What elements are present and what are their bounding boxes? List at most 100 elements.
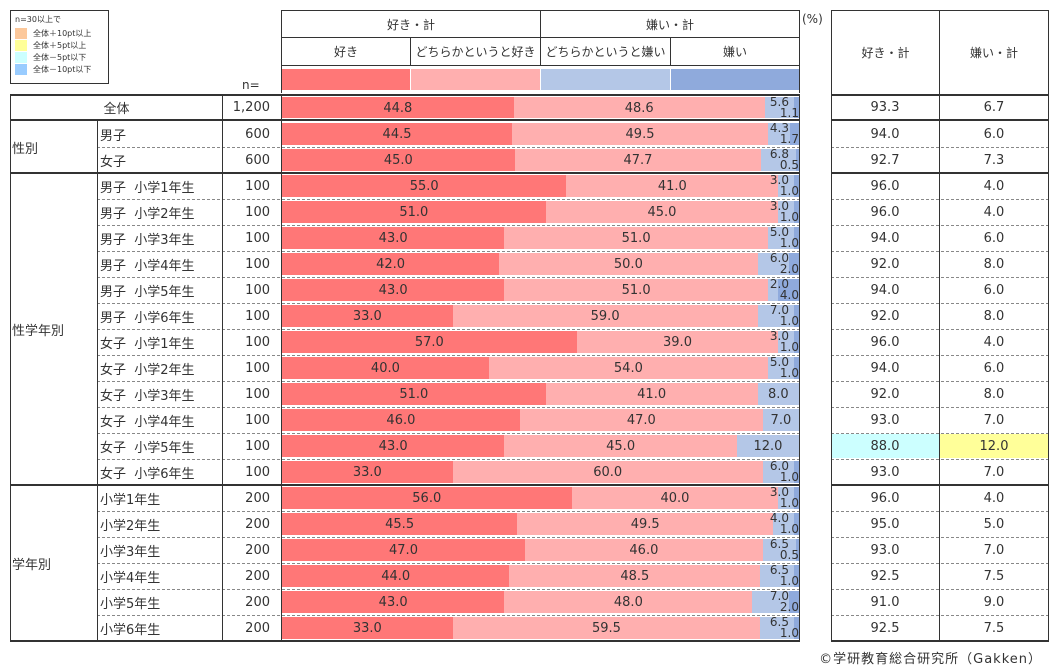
row-label: 小学6年生 — [100, 622, 161, 638]
header-color-key — [281, 66, 800, 93]
value-label-dislike: 1.0 — [779, 366, 799, 380]
row-label: 小学2年生 — [100, 518, 161, 534]
bar-somewhat-like — [504, 591, 753, 613]
group-label: 性学年別 — [12, 323, 65, 339]
bar-dislike — [796, 149, 799, 171]
value-label-somewhat-dislike: 7.0 — [769, 589, 789, 603]
row-label: 男子 小学4年生 — [100, 258, 195, 274]
like-total-value: 92.0 — [870, 386, 900, 402]
row-divider-dashed — [831, 459, 1049, 460]
bar-like — [282, 383, 546, 405]
value-label-dislike: 1.0 — [779, 184, 799, 198]
bar-dislike — [788, 253, 799, 275]
row-divider-dashed — [97, 329, 800, 330]
bar-somewhat-like — [452, 461, 763, 483]
dislike-total-value: 6.0 — [983, 360, 1005, 376]
row-divider — [831, 484, 1049, 486]
row-label: 小学3年生 — [100, 544, 161, 560]
value-label-like: 33.0 — [352, 465, 382, 480]
bar-dislike — [793, 565, 799, 587]
row-label: 男子 小学1年生 — [100, 180, 195, 196]
header-dislike: 嫌い — [670, 37, 800, 66]
row-n: 200 — [245, 542, 270, 558]
row-divider — [831, 640, 1049, 642]
value-label-somewhat-like: 48.5 — [620, 569, 650, 584]
row-divider-dashed — [831, 433, 1049, 434]
value-label-somewhat-dislike: 6.8 — [769, 147, 789, 161]
value-label-somewhat-dislike: 5.0 — [769, 225, 789, 239]
like-total-value: 92.7 — [870, 152, 900, 168]
bar-somewhat-like — [512, 123, 768, 145]
value-label-somewhat-like: 39.0 — [663, 335, 692, 350]
row-divider-dashed — [831, 407, 1049, 408]
row-divider — [831, 172, 1049, 174]
dislike-total-value: 5.0 — [983, 516, 1005, 532]
row-n: 200 — [245, 594, 270, 610]
row-divider-dashed — [97, 147, 800, 148]
row-n: 100 — [245, 256, 270, 272]
bar-dislike — [793, 513, 799, 535]
value-label-somewhat-dislike: 3.0 — [769, 329, 789, 343]
legend-item: 全体－10pt以下 — [15, 63, 108, 75]
like-total-value: 95.0 — [870, 516, 900, 532]
row-divider-dashed — [831, 355, 1049, 356]
like-total-value: 93.3 — [870, 100, 900, 115]
row-divider — [10, 640, 800, 642]
like-total-value: 93.0 — [870, 542, 900, 558]
right-header-dislike-total: 嫌い・計 — [939, 10, 1049, 95]
column-divider — [831, 94, 832, 641]
legend: n=30以上で 全体＋10pt以上 全体＋5pt以上 全体－5pt以下 全体－1… — [10, 10, 109, 84]
row-label: 男子 小学6年生 — [100, 310, 195, 326]
color-key-somewhat-dislike — [541, 69, 670, 90]
value-label-dislike: 1.0 — [779, 496, 799, 510]
legend-swatch — [15, 27, 27, 39]
value-label-somewhat-like: 41.0 — [637, 387, 667, 402]
bar-somewhat-dislike — [757, 305, 794, 327]
value-label-somewhat-like: 59.0 — [590, 309, 620, 324]
dislike-total-value: 4.0 — [983, 490, 1005, 506]
header-somewhat-dislike: どちらかというと嫌い — [540, 37, 671, 66]
credit: ©学研教育総合研究所（Gakken） — [819, 652, 1042, 667]
value-label-somewhat-dislike: 6.5 — [769, 537, 789, 551]
row-divider — [10, 119, 800, 121]
row-label: 女子 小学1年生 — [100, 336, 195, 352]
legend-title: n=30以上で — [15, 15, 61, 24]
bar-dislike — [793, 201, 799, 223]
value-label-dislike: 1.0 — [779, 210, 799, 224]
bar-somewhat-like — [514, 149, 762, 171]
row-divider-dashed — [97, 563, 800, 564]
bar-somewhat-like — [524, 539, 763, 561]
dislike-total-value: 7.5 — [983, 620, 1005, 636]
header-like: 好き — [281, 37, 411, 66]
value-label-somewhat-like: 54.0 — [613, 361, 643, 376]
dislike-total-value: 4.0 — [983, 178, 1005, 194]
legend-label: 全体＋10pt以上 — [33, 28, 92, 38]
bar-somewhat-dislike — [778, 201, 794, 223]
row-n: 100 — [245, 204, 270, 220]
row-n: 100 — [245, 308, 270, 324]
bar-like — [282, 97, 514, 118]
value-label-dislike: 1.0 — [779, 626, 799, 640]
bar-somewhat-like — [545, 383, 758, 405]
row-n: 100 — [245, 178, 270, 194]
bar-somewhat-like — [504, 227, 768, 249]
bar-like — [282, 123, 513, 145]
bar-somewhat-like — [571, 487, 779, 509]
row-divider-dashed — [97, 459, 800, 460]
row-divider-dashed — [97, 615, 800, 616]
bar-somewhat-dislike — [752, 591, 789, 613]
dislike-total-value: 7.0 — [983, 412, 1005, 428]
row-label: 男子 — [100, 128, 127, 144]
value-label-somewhat-dislike: 3.0 — [769, 199, 789, 213]
header-like-total: 好き・計 — [281, 10, 541, 38]
header-dislike-total: 嫌い・計 — [540, 10, 800, 38]
value-label-somewhat-dislike: 5.6 — [769, 95, 789, 109]
row-label: 男子 小学3年生 — [100, 232, 195, 248]
bar-like — [282, 539, 525, 561]
value-label-somewhat-dislike: 7.0 — [770, 413, 792, 428]
dislike-total-value: 8.0 — [983, 386, 1005, 402]
dislike-total-value: 8.0 — [983, 308, 1005, 324]
row-label: 女子 小学2年生 — [100, 362, 195, 378]
value-label-dislike: 1.0 — [779, 470, 799, 484]
column-divider — [222, 94, 223, 641]
